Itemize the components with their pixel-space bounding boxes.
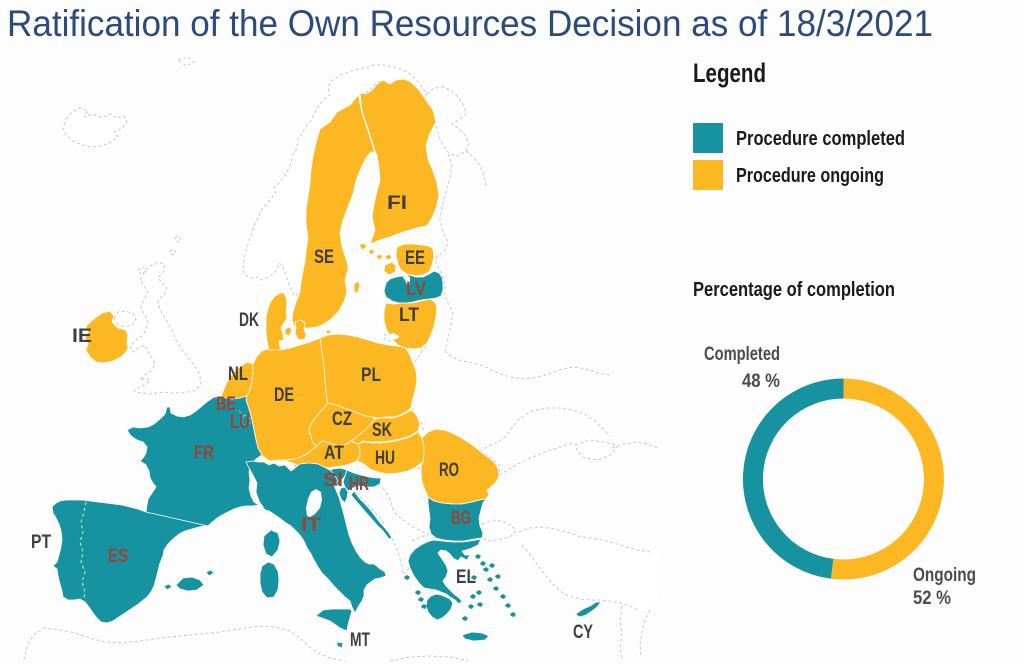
svg-text:LU: LU bbox=[230, 412, 250, 433]
svg-text:MT: MT bbox=[350, 630, 370, 651]
svg-text:Completed: Completed bbox=[704, 344, 780, 365]
svg-text:DK: DK bbox=[239, 310, 259, 331]
svg-text:HR: HR bbox=[349, 474, 369, 495]
svg-text:SE: SE bbox=[314, 247, 334, 268]
svg-text:LT: LT bbox=[399, 305, 419, 326]
svg-text:52 %: 52 % bbox=[913, 588, 951, 609]
svg-text:PL: PL bbox=[361, 365, 381, 386]
svg-text:FR: FR bbox=[194, 443, 214, 464]
svg-text:SI: SI bbox=[323, 470, 343, 491]
svg-text:Procedure ongoing: Procedure ongoing bbox=[736, 165, 884, 187]
svg-text:SK: SK bbox=[372, 420, 392, 441]
svg-text:CY: CY bbox=[573, 622, 593, 643]
svg-text:NL: NL bbox=[228, 364, 248, 385]
svg-text:LV: LV bbox=[406, 279, 426, 300]
svg-text:IT: IT bbox=[301, 515, 321, 536]
svg-text:EL: EL bbox=[456, 567, 476, 588]
svg-text:Legend: Legend bbox=[693, 58, 766, 88]
svg-text:PT: PT bbox=[31, 532, 51, 553]
svg-text:BE: BE bbox=[216, 394, 236, 415]
svg-text:Procedure completed: Procedure completed bbox=[736, 128, 905, 150]
svg-text:BG: BG bbox=[451, 508, 471, 529]
svg-text:Percentage of completion: Percentage of completion bbox=[693, 279, 895, 301]
svg-text:DE: DE bbox=[274, 385, 294, 406]
svg-text:Ratification of the Own Resour: Ratification of the Own Resources Decisi… bbox=[7, 3, 933, 44]
svg-text:IE: IE bbox=[72, 326, 92, 347]
svg-text:48 %: 48 % bbox=[742, 371, 780, 392]
svg-text:Ongoing: Ongoing bbox=[913, 565, 976, 586]
svg-text:RO: RO bbox=[439, 460, 459, 481]
svg-text:CZ: CZ bbox=[332, 409, 352, 430]
svg-text:ES: ES bbox=[108, 546, 128, 567]
svg-text:HU: HU bbox=[375, 448, 395, 469]
svg-text:AT: AT bbox=[324, 443, 344, 464]
svg-text:FI: FI bbox=[387, 193, 407, 214]
svg-text:EE: EE bbox=[405, 248, 425, 269]
